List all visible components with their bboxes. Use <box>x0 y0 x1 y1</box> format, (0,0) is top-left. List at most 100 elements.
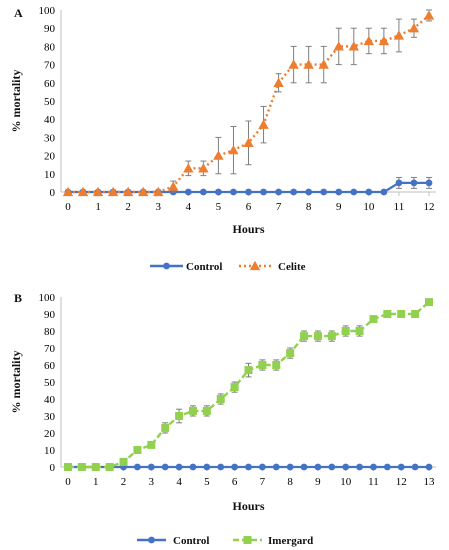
data-point <box>378 35 390 46</box>
data-point <box>313 332 322 341</box>
data-point <box>286 349 295 358</box>
x-tick-label: 8 <box>306 201 312 213</box>
legend-marker <box>163 262 170 270</box>
x-tick-label: 8 <box>287 476 293 488</box>
series-line <box>68 14 430 194</box>
x-tick-label: 13 <box>424 476 436 488</box>
y-tick-label: 50 <box>44 96 56 108</box>
y-tick-label: 60 <box>44 78 56 90</box>
data-point <box>300 463 308 471</box>
series-line <box>68 301 430 469</box>
x-tick-label: 3 <box>149 476 155 488</box>
data-point <box>342 463 350 471</box>
x-tick-label: 5 <box>216 201 222 213</box>
data-point <box>107 186 119 197</box>
series-imergard <box>64 298 433 471</box>
data-point <box>215 188 222 196</box>
x-tick-label: 4 <box>186 201 192 213</box>
y-tick-label: 10 <box>44 169 56 181</box>
data-point <box>91 463 100 471</box>
panel-label: B <box>14 291 22 305</box>
y-tick-label: 60 <box>44 360 56 372</box>
data-point <box>147 440 156 449</box>
data-point <box>243 137 254 148</box>
x-tick-label: 12 <box>396 476 407 488</box>
data-point <box>383 310 392 318</box>
x-tick-label: 11 <box>394 201 405 213</box>
series-celite <box>62 9 435 197</box>
data-point <box>380 188 388 196</box>
x-tick-label: 12 <box>424 201 435 213</box>
data-point <box>244 366 253 375</box>
data-point <box>411 463 419 471</box>
data-point <box>397 463 405 471</box>
data-point <box>327 332 336 341</box>
data-point <box>133 446 142 454</box>
data-point <box>333 41 344 51</box>
y-tick-label: 30 <box>44 132 56 144</box>
data-point <box>203 463 211 471</box>
data-point <box>230 383 239 392</box>
y-tick-label: 90 <box>44 309 56 321</box>
data-point <box>273 77 284 87</box>
x-tick-label: 11 <box>368 476 379 488</box>
x-tick-label: 0 <box>65 201 71 213</box>
data-point <box>188 406 197 415</box>
data-point <box>230 188 237 196</box>
x-tick-label: 9 <box>336 201 342 213</box>
data-point <box>275 188 282 196</box>
data-point <box>393 30 405 40</box>
legend-marker <box>249 260 261 271</box>
data-point <box>92 186 104 197</box>
y-axis-title: % mortality <box>9 351 23 414</box>
data-point <box>147 463 155 471</box>
x-tick-label: 2 <box>125 201 131 213</box>
data-point <box>199 188 207 196</box>
data-point <box>397 310 406 318</box>
data-point <box>198 163 209 173</box>
legend-label: Control <box>186 261 222 273</box>
x-tick-label: 1 <box>95 201 101 213</box>
legend-marker <box>148 536 155 544</box>
y-tick-label: 40 <box>44 114 56 126</box>
x-tick-label: 5 <box>204 476 210 488</box>
x-tick-label: 0 <box>65 476 71 488</box>
data-point <box>425 463 433 471</box>
data-point <box>272 361 281 369</box>
data-point <box>328 463 336 471</box>
x-tick-label: 10 <box>340 476 352 488</box>
data-point <box>62 186 74 197</box>
x-tick-label: 4 <box>176 476 182 488</box>
y-axis-title: % mortality <box>9 70 23 133</box>
legend-label: Celite <box>278 261 306 273</box>
y-tick-label: 0 <box>50 462 56 474</box>
data-point <box>335 188 343 196</box>
data-point <box>161 423 170 432</box>
data-point <box>341 327 350 335</box>
legend: Control Celite <box>150 260 306 273</box>
data-point <box>134 463 141 471</box>
data-point <box>356 463 363 471</box>
data-point <box>365 188 373 196</box>
y-tick-label: 80 <box>44 41 56 53</box>
data-point <box>423 10 435 20</box>
data-point <box>320 188 328 196</box>
y-tick-label: 20 <box>44 151 56 163</box>
data-point <box>355 327 364 335</box>
legend-marker <box>243 536 252 544</box>
data-point <box>350 188 358 196</box>
y-tick-label: 30 <box>44 411 56 423</box>
data-point <box>228 144 239 155</box>
data-point <box>369 315 378 324</box>
data-point <box>105 463 114 471</box>
y-tick-label: 0 <box>50 187 56 199</box>
x-tick-label: 10 <box>363 201 375 213</box>
data-point <box>410 179 418 187</box>
y-tick-label: 80 <box>44 326 56 338</box>
data-point <box>258 463 266 471</box>
data-point <box>202 406 211 415</box>
data-point <box>348 41 359 51</box>
legend-label: Imergard <box>268 535 313 547</box>
data-point <box>161 463 169 471</box>
data-point <box>245 463 252 471</box>
